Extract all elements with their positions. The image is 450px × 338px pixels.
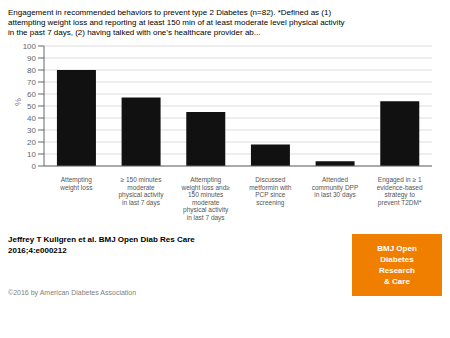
svg-text:≥ 150 minutesmoderatephysical: ≥ 150 minutesmoderatephysical activityin… bbox=[118, 176, 164, 207]
svg-text:Attemptingweight loss: Attemptingweight loss bbox=[59, 176, 93, 192]
svg-text:%: % bbox=[13, 98, 23, 106]
html-text:©2016 by American Diabetes Ass: ©2016 by American Diabetes Association bbox=[8, 289, 137, 296]
svg-text:Engaged in ≥ 1evidence-basedst: Engaged in ≥ 1evidence-basedstrategy top… bbox=[377, 176, 423, 207]
svg-text:20: 20 bbox=[27, 138, 36, 147]
svg-text:Attendedcommunity DPPin last 3: Attendedcommunity DPPin last 30 days bbox=[312, 176, 359, 199]
svg-text:0: 0 bbox=[32, 162, 37, 171]
svg-text:100: 100 bbox=[23, 42, 37, 51]
svg-text:80: 80 bbox=[27, 66, 36, 75]
html-text:Engagement in recommended beha: Engagement in recommended behaviors to p… bbox=[8, 8, 345, 37]
svg-text:50: 50 bbox=[27, 102, 36, 111]
svg-text:30: 30 bbox=[27, 126, 36, 135]
html-text:BMJ Open Diabetes Research & C: BMJ Open Diabetes Research & Care bbox=[377, 244, 417, 286]
svg-text:70: 70 bbox=[27, 78, 36, 87]
svg-text:Attemptingweight loss and≥150: Attemptingweight loss and≥150 minutesmod… bbox=[180, 176, 230, 222]
svg-text:60: 60 bbox=[27, 90, 36, 99]
svg-text:40: 40 bbox=[27, 114, 36, 123]
svg-text:Discussedmetformin withPCP sin: Discussedmetformin withPCP sincescreenin… bbox=[249, 176, 292, 207]
html-text:Jeffrey T Kullgren et al. BMJ: Jeffrey T Kullgren et al. BMJ Open Diab … bbox=[8, 235, 195, 255]
svg-text:90: 90 bbox=[27, 54, 36, 63]
svg-text:10: 10 bbox=[27, 150, 36, 159]
